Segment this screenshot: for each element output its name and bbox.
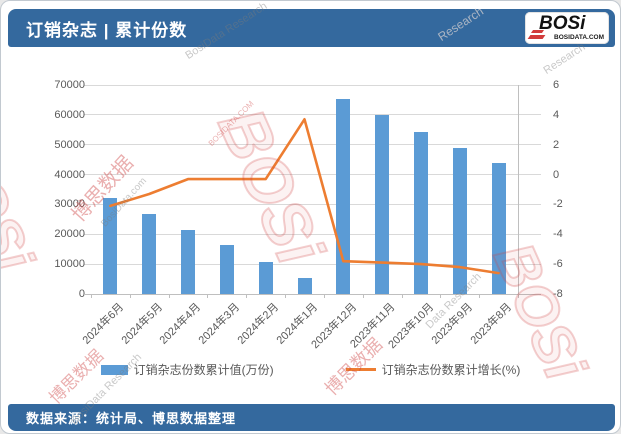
- axis-tick: [479, 294, 481, 298]
- y-axis-label-right: 4: [553, 108, 560, 121]
- legend-item-line-series: 订销杂志份数累计增长(%): [345, 361, 521, 378]
- legend-item-bar-series: 订销杂志份数累计值(万份): [100, 361, 274, 378]
- gridline: [91, 114, 518, 116]
- axis-tick: [285, 294, 287, 298]
- x-axis-label: 2024年2月: [235, 301, 282, 347]
- y-axis-label-right: 2: [553, 138, 560, 151]
- bar-series-swatch-icon: [100, 364, 128, 375]
- bar: [142, 213, 157, 294]
- axis-tick: [518, 84, 541, 86]
- gridline: [91, 84, 518, 86]
- y-axis-label-right: 6: [553, 79, 560, 91]
- y-axis-label-left: 20000: [54, 228, 85, 241]
- axis-tick: [440, 294, 442, 298]
- line-series-swatch-icon: [345, 368, 376, 371]
- bar: [375, 115, 390, 294]
- page-title: 订销杂志 | 累计份数: [26, 20, 188, 40]
- x-axis-label: 2023年8月: [468, 301, 515, 347]
- y-axis-label-left: 50000: [54, 138, 85, 151]
- axis-tick: [518, 203, 541, 205]
- data-source-text: 数据来源：统计局、博思数据整理: [26, 411, 237, 426]
- x-axis-label: 2024年3月: [196, 301, 243, 347]
- y-axis-label-right: -4: [553, 228, 563, 241]
- axis-tick: [518, 263, 541, 265]
- axis-tick: [518, 174, 541, 176]
- bar: [258, 262, 273, 294]
- x-axis-label: 2024年6月: [80, 301, 127, 347]
- bosi-logo: BOSi BOSIDATA.COM: [525, 12, 609, 44]
- axis-tick: [91, 294, 92, 298]
- y-axis-label-left: 10000: [54, 258, 85, 271]
- bar: [452, 147, 467, 294]
- y-axis-label-left: 30000: [54, 198, 85, 211]
- bar: [491, 163, 506, 294]
- bar: [103, 197, 118, 294]
- axis-tick: [323, 294, 325, 298]
- logo-stripe-icon: [527, 35, 546, 39]
- axis-tick: [246, 294, 248, 298]
- legend-label-bar-series: 订销杂志份数累计值(万份): [133, 363, 274, 377]
- header-bar: 订销杂志 | 累计份数 BOSi BOSIDATA.COM: [8, 9, 615, 47]
- y-axis-label-right: -8: [553, 288, 563, 300]
- axis-tick: [84, 84, 91, 86]
- y-axis-label-left: 40000: [54, 168, 85, 181]
- axis-tick: [518, 233, 541, 235]
- bar: [219, 245, 234, 294]
- axis-tick: [518, 114, 541, 116]
- y-axis-label-right: 0: [553, 168, 560, 181]
- y-axis-label-left: 70000: [54, 79, 85, 91]
- x-axis-label: 2023年9月: [429, 301, 476, 347]
- axis-tick: [168, 294, 170, 298]
- axis-tick: [129, 294, 131, 298]
- bar: [181, 229, 196, 294]
- logo-stripe-icon: [530, 30, 545, 33]
- bosi-logo-domain: BOSIDATA.COM: [554, 34, 604, 41]
- bar: [336, 98, 351, 294]
- axis-tick: [362, 294, 364, 298]
- axis-tick: [518, 144, 541, 146]
- legend: 订销杂志份数累计值(万份) 订销杂志份数累计增长(%): [1, 361, 620, 378]
- x-axis-line: [84, 293, 541, 295]
- footer-bar: 数据来源：统计局、博思数据整理: [8, 404, 615, 431]
- y-axis-label-left: 0: [78, 288, 85, 300]
- axis-tick: [84, 144, 91, 146]
- axis-tick: [207, 294, 209, 298]
- y-axis-label-right: -2: [553, 198, 563, 211]
- legend-label-line-series: 订销杂志份数累计增长(%): [381, 363, 521, 377]
- axis-tick: [84, 174, 91, 176]
- y-axis-label-right: -6: [553, 258, 563, 271]
- axis-tick: [84, 114, 91, 116]
- bar: [297, 277, 312, 294]
- axis-tick: [84, 233, 91, 235]
- axis-tick: [84, 263, 91, 265]
- right-axis-line: [518, 85, 519, 294]
- y-axis-label-left: 60000: [54, 108, 85, 121]
- axis-tick: [84, 203, 91, 205]
- bar: [413, 131, 428, 294]
- bosi-logo-text: BOSi: [539, 13, 586, 34]
- gridline: [91, 144, 518, 146]
- axis-tick: [518, 294, 519, 298]
- axis-tick: [401, 294, 403, 298]
